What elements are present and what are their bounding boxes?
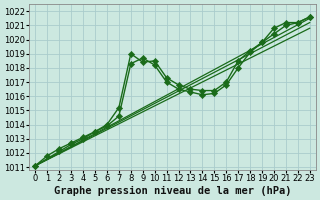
- X-axis label: Graphe pression niveau de la mer (hPa): Graphe pression niveau de la mer (hPa): [54, 186, 291, 196]
